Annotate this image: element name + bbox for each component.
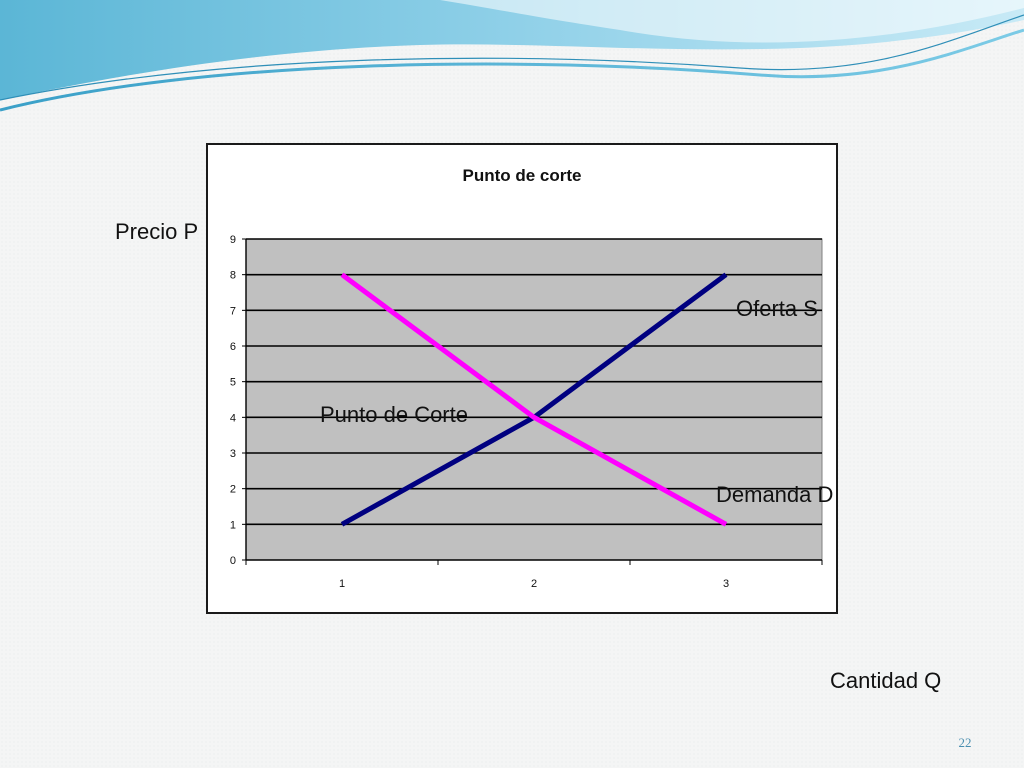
x-axis-caption: Cantidad Q: [830, 668, 942, 693]
demand-series-label: Demanda D: [716, 482, 834, 507]
y-tick-label: 8: [230, 270, 236, 282]
slide-number: 22: [958, 735, 972, 750]
y-tick-label: 1: [230, 519, 236, 531]
y-tick-label: 5: [230, 377, 236, 389]
y-tick-label: 7: [230, 305, 236, 317]
y-axis-caption: Precio P: [115, 219, 199, 244]
y-tick-label: 6: [230, 341, 236, 353]
demand-line: [340, 272, 728, 527]
x-tick-label: 3: [723, 578, 729, 590]
y-tick-label: 9: [230, 234, 236, 246]
supply-series-label: Oferta S: [736, 296, 818, 321]
y-tick-label: 4: [230, 412, 236, 424]
intersection-label: Punto de Corte: [320, 402, 468, 427]
chart-title: Punto de corte: [462, 166, 581, 185]
x-tick-label: 1: [339, 578, 345, 590]
decorative-wave: [0, 0, 1024, 112]
plot-area: [245, 238, 823, 561]
y-tick-label: 3: [230, 448, 236, 460]
y-tick-label: 0: [230, 555, 236, 567]
y-tick-label: 2: [230, 484, 236, 496]
x-tick-label: 2: [531, 578, 537, 590]
